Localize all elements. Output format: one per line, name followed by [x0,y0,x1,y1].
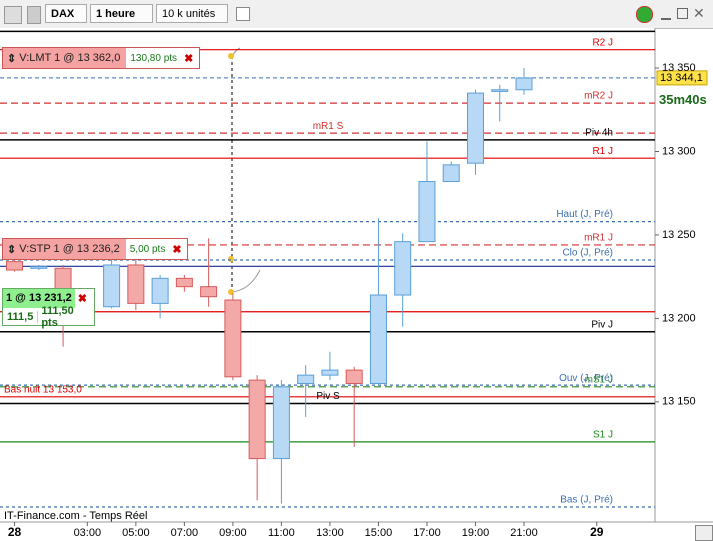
candle-body [200,286,218,298]
candle-body [321,369,339,376]
symbol-select[interactable]: DAX [45,4,87,23]
candle-body [491,89,509,92]
candle-body [369,294,387,384]
x-tick-label: 05:00 [122,527,150,539]
order-label: V:LMT 1 @ 13 362,0 [19,52,121,64]
candle-body [418,181,436,243]
order-dot [228,256,234,262]
chart: IT-Finance.com - Temps Réel R2 J mR2 J mR1… [0,28,713,539]
level-label: Bas (J, Pré) [560,495,613,506]
candle-body [442,164,460,183]
candle-body [127,264,145,304]
y-tick-label: 13 300 [662,145,696,157]
x-tick-label: 15:00 [365,527,393,539]
order-pts: 5,00 pts [129,243,166,255]
position-value: 111,5 [3,310,39,323]
level-label: mR2 J [584,91,613,102]
units-select[interactable]: 10 k unités [156,4,228,23]
y-tick-label: 13 350 [662,62,696,74]
y-tick-label: 13 150 [662,396,696,408]
scroll-button[interactable] [695,525,713,541]
candle-body [297,374,315,384]
position-pts: 111,50 pts [41,304,74,329]
maximize-button[interactable] [677,8,688,19]
level-label: R2 J [592,37,613,48]
level-label: Bas nuit 13 153,0 [4,384,82,395]
period-select[interactable]: 1 heure [90,4,153,23]
x-tick-label: 07:00 [171,527,199,539]
level-label: R1 J [592,146,613,157]
level-label: Piv 4h [585,127,613,138]
candle-body [272,386,290,460]
level-label: mR1 J [584,233,613,244]
close-button[interactable]: ✕ [693,5,705,21]
order-dot [228,53,234,59]
x-tick-label: 19:00 [462,527,490,539]
y-tick-label: 13 200 [662,312,696,324]
level-label: Clo (J, Pré) [562,248,613,259]
last-price-box [656,70,708,86]
y-tick-label: 13 250 [662,229,696,241]
candle-body [30,266,48,269]
order-label: V:STP 1 @ 13 236,2 [19,243,120,255]
level-label: Piv J [591,319,613,330]
order-link [231,269,261,293]
level-label: mR1 S [313,121,344,132]
plot-area [0,28,655,522]
position[interactable]: 1 @ 13 231,2 ✖ 111,5 111,50 pts [2,288,95,329]
candle-body [6,261,24,271]
limit-order[interactable]: ⇕ V:LMT 1 @ 13 362,0 130,80 pts ✖ [2,47,200,69]
x-tick-label: 09:00 [219,527,247,539]
x-tick-label: 21:00 [510,527,538,539]
minimize-button[interactable] [661,8,671,20]
level-label: Ouv (J, Pré) [559,373,613,384]
x-tick-label: 11:00 [268,527,295,539]
countdown: 35m40s [659,92,707,107]
candle-body [248,379,266,460]
x-tick-label: 29 [590,525,604,539]
candle-body [103,264,121,308]
toolbar: DAX 1 heure 10 k unités ✕ [0,0,713,29]
stop-order[interactable]: ⇕ V:STP 1 @ 13 236,2 5,00 pts ✖ [2,238,188,260]
order-pts: 130,80 pts [130,52,178,64]
position-label: 1 @ 13 231,2 [3,289,75,308]
candle-body [151,277,169,304]
link-icon[interactable] [27,6,41,24]
x-tick-label: 17:00 [413,527,441,539]
cancel-button[interactable]: ✖ [184,52,194,65]
level-label: Haut (J, Pré) [556,209,613,220]
candle-body [175,277,193,288]
x-tick-label: 03:00 [74,527,102,539]
candle-body [345,369,363,384]
cancel-button[interactable]: ✖ [172,243,182,256]
level-label: mS1 J [585,374,613,385]
chart-icon[interactable] [4,6,22,24]
info-button[interactable] [236,7,250,21]
level-label: S1 J [593,430,613,441]
candle-body [466,92,484,164]
last-price-label: 13 344,1 [660,72,703,84]
refresh-button[interactable] [636,6,653,23]
close-position[interactable]: ✖ [77,293,87,305]
candle-body [394,241,412,296]
footer: IT-Finance.com - Temps Réel [4,510,147,522]
x-tick-label: 28 [8,525,22,539]
candle-body [515,77,533,91]
candle-body [224,299,242,378]
x-tick-label: 13:00 [316,527,344,539]
level-label: Piv S [316,391,340,402]
